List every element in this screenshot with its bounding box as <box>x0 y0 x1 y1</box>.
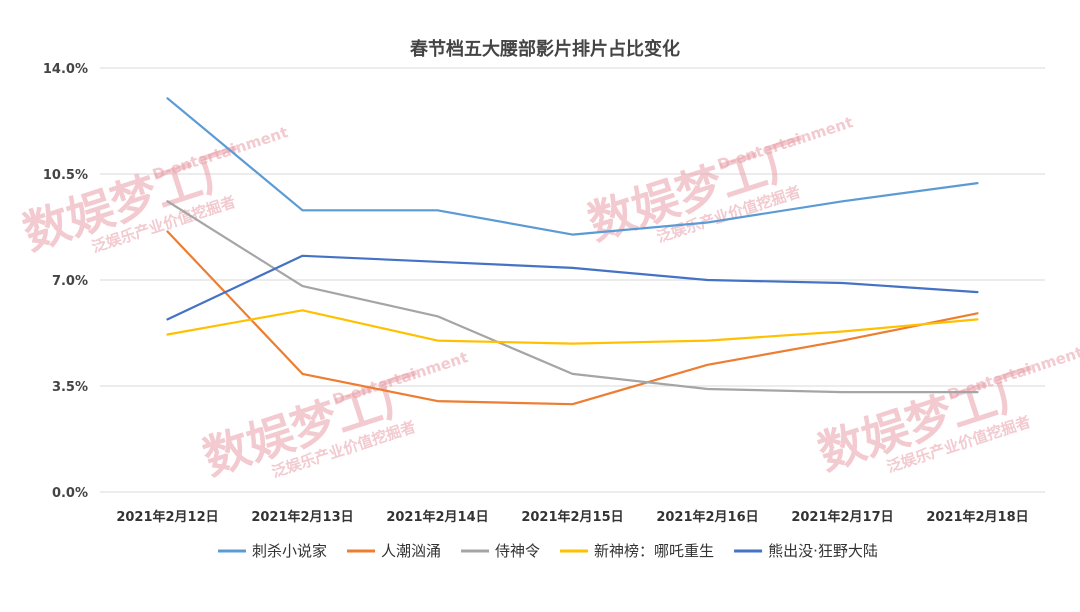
legend-item: 人潮汹涌 <box>347 542 441 560</box>
legend-item: 刺杀小说家 <box>218 542 327 560</box>
x-tick-label: 2021年2月12日 <box>116 509 218 525</box>
y-tick-label: 7.0% <box>52 274 88 289</box>
series-line-3 <box>166 200 979 394</box>
series-line-5 <box>166 254 979 321</box>
legend-label: 刺杀小说家 <box>252 542 327 560</box>
legend: 刺杀小说家 人潮汹涌 侍神令 新神榜：哪吒重生 熊出没·狂野大陆 <box>218 542 878 560</box>
legend-item: 熊出没·狂野大陆 <box>734 542 878 560</box>
series-lines <box>166 97 979 406</box>
legend-item: 新神榜：哪吒重生 <box>560 542 714 560</box>
y-tick-label: 10.5% <box>43 168 88 183</box>
y-axis-ticks: 0.0% 3.5% 7.0% 10.5% 14.0% <box>43 62 88 501</box>
y-tick-label: 3.5% <box>52 380 88 395</box>
series-line-4 <box>166 309 979 345</box>
x-tick-label: 2021年2月15日 <box>521 509 623 525</box>
x-tick-label: 2021年2月16日 <box>656 509 758 525</box>
legend-label: 侍神令 <box>495 542 540 560</box>
legend-label: 人潮汹涌 <box>381 542 441 560</box>
series-line-2 <box>166 230 979 406</box>
y-tick-label: 0.0% <box>52 486 88 501</box>
chart-title: 春节档五大腰部影片排片占比变化 <box>410 38 680 60</box>
x-axis-ticks: 2021年2月12日 2021年2月13日 2021年2月14日 2021年2月15日… <box>116 509 1028 525</box>
x-tick-label: 2021年2月18日 <box>926 509 1028 525</box>
series-line-1 <box>166 97 979 236</box>
x-tick-label: 2021年2月13日 <box>251 509 353 525</box>
x-tick-label: 2021年2月17日 <box>791 509 893 525</box>
y-tick-label: 14.0% <box>43 62 88 77</box>
x-tick-label: 2021年2月14日 <box>386 509 488 525</box>
legend-label: 熊出没·狂野大陆 <box>768 542 878 560</box>
legend-item: 侍神令 <box>461 542 540 560</box>
legend-label: 新神榜：哪吒重生 <box>594 542 714 560</box>
